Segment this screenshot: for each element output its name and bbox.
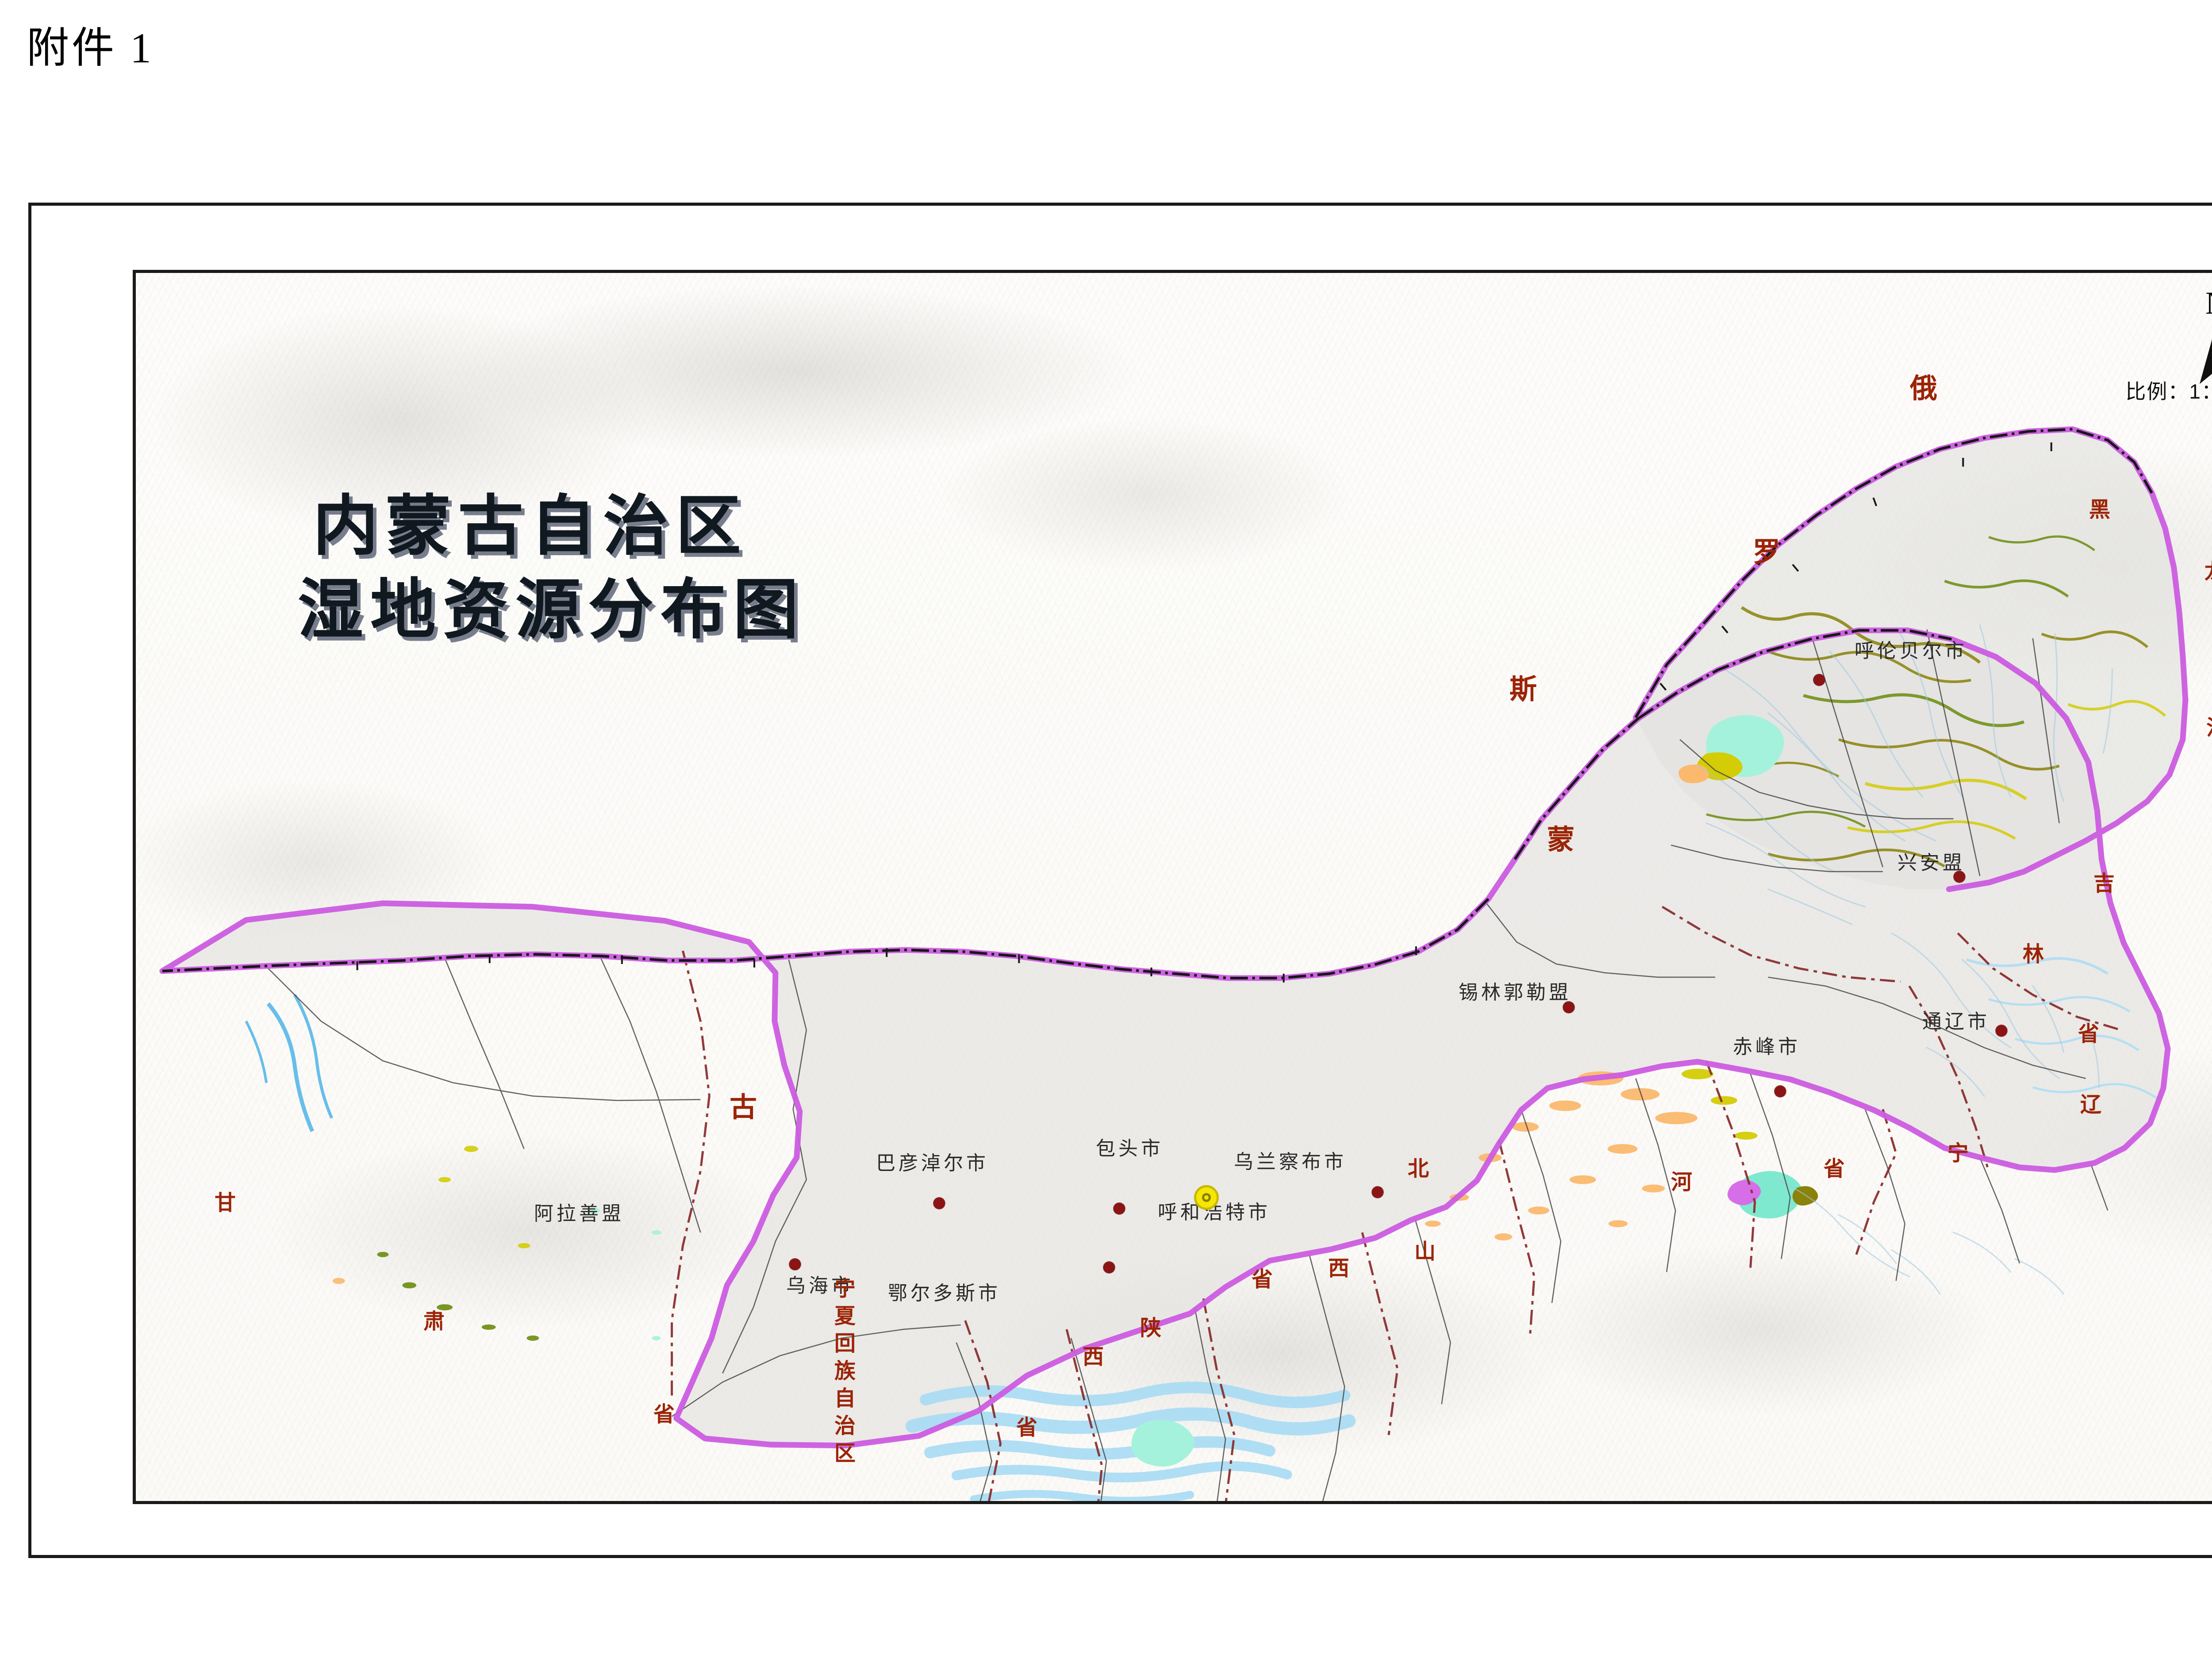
- prefecture-city-marker[interactable]: [933, 1198, 945, 1209]
- prefecture-city-marker[interactable]: [789, 1259, 801, 1270]
- prefecture-city-marker[interactable]: [1103, 1262, 1115, 1273]
- prefecture-city-marker[interactable]: [1954, 871, 1965, 883]
- league-boundaries: [671, 906, 2122, 1501]
- north-arrow-icon: [2200, 339, 2212, 384]
- prefecture-city-marker[interactable]: [1813, 674, 1825, 686]
- national-boundary-ticks: [356, 442, 2052, 983]
- prefecture-city-marker[interactable]: [1114, 1203, 1125, 1214]
- wuliangsuhai-lake-polygon: [1131, 1420, 1194, 1467]
- attachment-label: 附件 1: [27, 24, 154, 72]
- map-geometry-layer: [159, 426, 2189, 1501]
- prefecture-city-marker[interactable]: [1774, 1086, 1786, 1097]
- river-network: [1697, 624, 2113, 1295]
- prefecture-city-marker[interactable]: [1563, 1002, 1575, 1013]
- hulunbuir-lobe-polygon: [1636, 429, 2185, 889]
- national-boundary: [162, 428, 2153, 979]
- north-letter: N: [2151, 287, 2212, 319]
- inner-mongolia-polygon: [162, 630, 2168, 1446]
- scale-text: 比例：1：8500000: [2125, 380, 2212, 403]
- provincial-capital-marker[interactable]: [1194, 1185, 1219, 1210]
- map-canvas[interactable]: 内蒙古自治区 湿地资源分布图 N 比例：1：8500000 呼伦贝尔市兴安盟锡林…: [133, 270, 2212, 1504]
- north-arrow-block: N: [2151, 287, 2212, 386]
- prefecture-city-marker[interactable]: [1996, 1025, 2007, 1036]
- prefecture-city-marker[interactable]: [1372, 1186, 1383, 1198]
